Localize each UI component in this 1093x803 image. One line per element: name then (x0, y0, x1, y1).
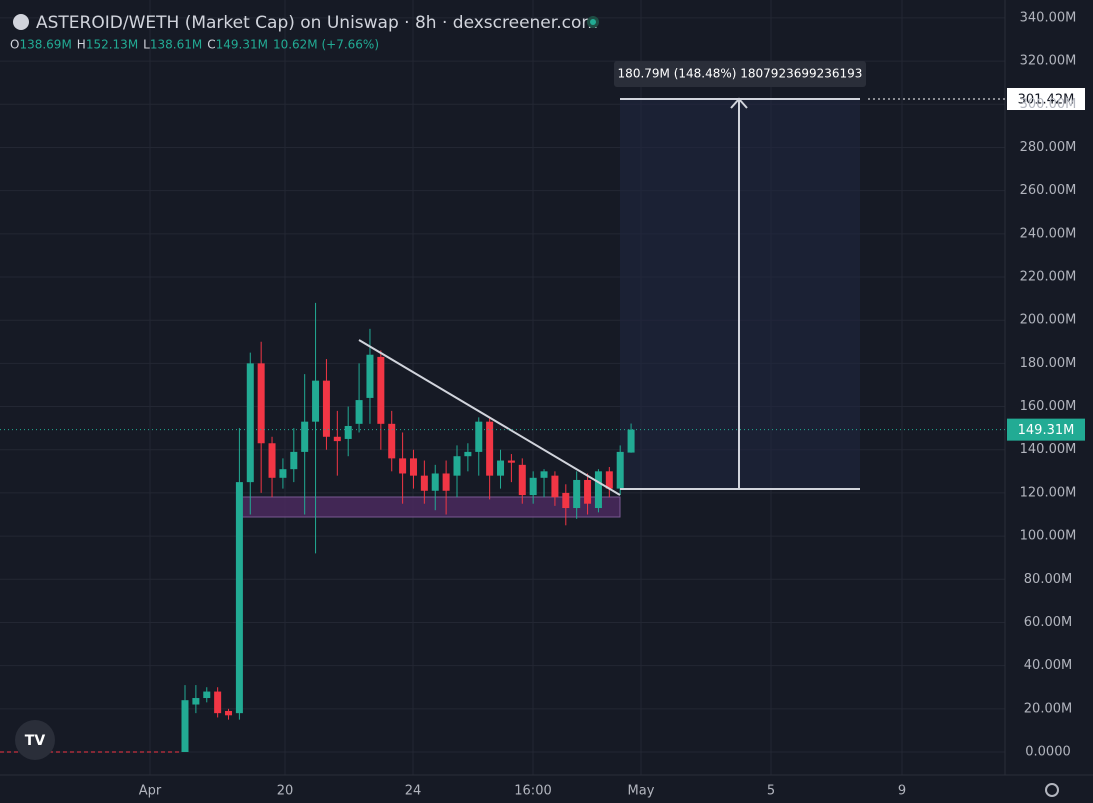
measure-label-box (614, 61, 866, 87)
y-tick-label: 180.00M (1020, 356, 1077, 371)
candle-body (420, 475, 428, 491)
candle-body (301, 421, 309, 452)
legend-key: O (10, 38, 19, 52)
candle-body (486, 421, 494, 476)
x-tick-label: 16:00 (514, 784, 551, 799)
candle-body (464, 451, 472, 457)
legend-value: 152.13M (86, 38, 138, 52)
x-tick-label: 9 (898, 784, 906, 799)
candle-body (529, 477, 537, 496)
y-tick-label: 220.00M (1020, 270, 1077, 285)
y-tick-label: 340.00M (1020, 10, 1077, 25)
measure-label: 180.79M (148.48%) 1807923699236193 (618, 67, 863, 81)
last-price-label: 149.31M (1018, 423, 1075, 438)
trend-line (358, 339, 621, 496)
candle-body (192, 698, 200, 705)
candle-body (235, 482, 243, 714)
candle-body (605, 471, 613, 489)
token-icon (13, 14, 29, 30)
candle-body (409, 458, 417, 476)
y-tick-label: 60.00M (1024, 615, 1072, 630)
legend-value: 138.69M (19, 38, 71, 52)
candles (181, 302, 635, 753)
candle-body (453, 456, 461, 476)
candle-body (333, 436, 341, 442)
candle-body (442, 473, 450, 491)
y-tick-label: 40.00M (1024, 658, 1072, 673)
candle-body (225, 710, 233, 716)
legend-key: C (207, 38, 215, 52)
candle-body (257, 363, 265, 444)
candle-body (312, 380, 320, 422)
candle-body (497, 460, 505, 476)
y-tick-label: 0.0000 (1025, 745, 1071, 760)
legend-value: 138.61M (150, 38, 202, 52)
candle-body (322, 380, 330, 437)
target-label: 301.42M (1018, 93, 1075, 108)
measure-arrowhead (730, 97, 748, 109)
candle-body (366, 354, 374, 398)
y-tick-label: 260.00M (1020, 183, 1077, 198)
y-tick-label: 280.00M (1020, 140, 1077, 155)
y-tick-label: 320.00M (1020, 54, 1077, 69)
candle-body (377, 356, 385, 424)
target-tag (1007, 88, 1085, 110)
y-tick-label: 240.00M (1020, 226, 1077, 241)
candle-body (616, 451, 624, 489)
x-tick-label: May (628, 784, 655, 799)
tv-logo-text: TV (25, 733, 46, 749)
status-dot (590, 19, 596, 25)
legend-key: L (143, 38, 150, 52)
y-tick-label: 160.00M (1020, 399, 1077, 414)
candle-body (431, 473, 439, 491)
candle-body (540, 471, 548, 478)
y-tick-label: 80.00M (1024, 572, 1072, 587)
candle-body (507, 460, 515, 463)
settings-icon[interactable] (1045, 783, 1059, 797)
x-tick-label: 5 (767, 784, 775, 799)
legend-key: H (77, 38, 86, 52)
x-tick-label: 20 (277, 784, 294, 799)
x-tick-label: Apr (139, 784, 162, 799)
candle-body (279, 469, 287, 478)
candle-body (594, 471, 602, 509)
chart-title: ASTEROID/WETH (Market Cap) on Uniswap · … (36, 13, 598, 33)
candle-body (562, 492, 570, 509)
candle-body (551, 475, 559, 498)
y-tick-label: 100.00M (1020, 529, 1077, 544)
candle-body (627, 429, 635, 453)
last-price-tag (1007, 418, 1085, 441)
candle-body (475, 421, 483, 452)
tv-logo (15, 720, 55, 760)
x-tick-label: 24 (405, 784, 422, 799)
legend-value: 149.31M (216, 38, 268, 52)
ohlc-legend: O 138.69M H 152.13M L 138.61M C 149.31M 10.62M (… (10, 38, 379, 52)
candle-body (246, 363, 254, 483)
candle-body (584, 479, 592, 504)
candle-body (181, 700, 189, 753)
candle-body (290, 451, 298, 470)
y-tick-label: 20.00M (1024, 701, 1072, 716)
candle-body (355, 400, 363, 424)
candle-body (399, 458, 407, 474)
y-tick-label: 140.00M (1020, 442, 1077, 457)
y-tick-label: 200.00M (1020, 313, 1077, 328)
legend-change: 10.62M (+7.66%) (273, 38, 379, 52)
y-tick-label: 300.00M (1020, 97, 1077, 112)
candle-body (344, 425, 352, 439)
candle-body (518, 464, 526, 496)
candle-body (388, 423, 396, 459)
candle-body (214, 691, 222, 714)
candle-body (203, 691, 211, 699)
y-tick-label: 120.00M (1020, 485, 1077, 500)
candle-body (268, 443, 276, 478)
candle-body (573, 479, 581, 509)
